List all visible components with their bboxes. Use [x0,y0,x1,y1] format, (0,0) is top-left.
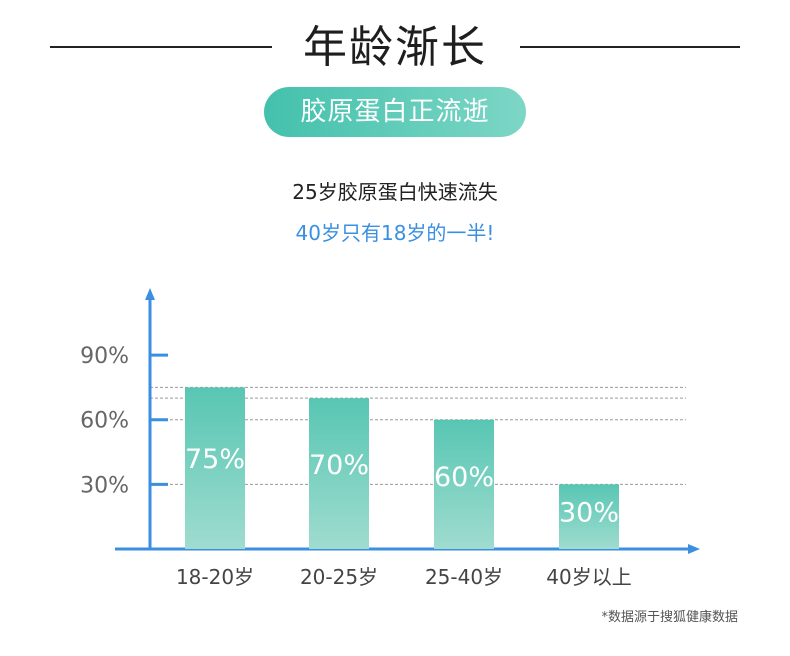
title-divider-right [520,46,740,48]
source-note: *数据源于搜狐健康数据 [601,610,738,625]
x-tick-label: 20-25岁 [300,565,378,589]
bar [434,419,494,549]
page-title: 年龄渐长 [303,22,487,73]
y-tick-label: 60% [80,409,129,434]
x-tick-label: 25-40岁 [425,565,503,589]
title-badge: 胶原蛋白正流逝 [264,87,526,137]
subtitle-line-1: 25岁胶原蛋白快速流失 [292,180,498,204]
bar [559,484,619,549]
y-axis-arrow [145,288,155,300]
x-tick-label: 18-20岁 [176,565,254,589]
title-divider-left [50,46,272,48]
subtitle-line-2: 40岁只有18岁的一半! [295,221,495,245]
x-tick-label: 40岁以上 [546,565,631,589]
bar-value-label: 70% [309,450,369,481]
bar-value-label: 75% [185,444,245,475]
y-tick-label: 30% [80,473,129,498]
bar-chart: 30% 60% 90% 75% 18-20岁 70% 20-25岁 60% 25-40岁 30% 4… [80,288,700,589]
bar-value-label: 30% [559,497,619,528]
x-axis-arrow [688,544,700,554]
bar [185,387,245,549]
bar [309,398,369,549]
y-tick-label: 90% [80,344,129,369]
bar-value-label: 60% [434,462,494,493]
